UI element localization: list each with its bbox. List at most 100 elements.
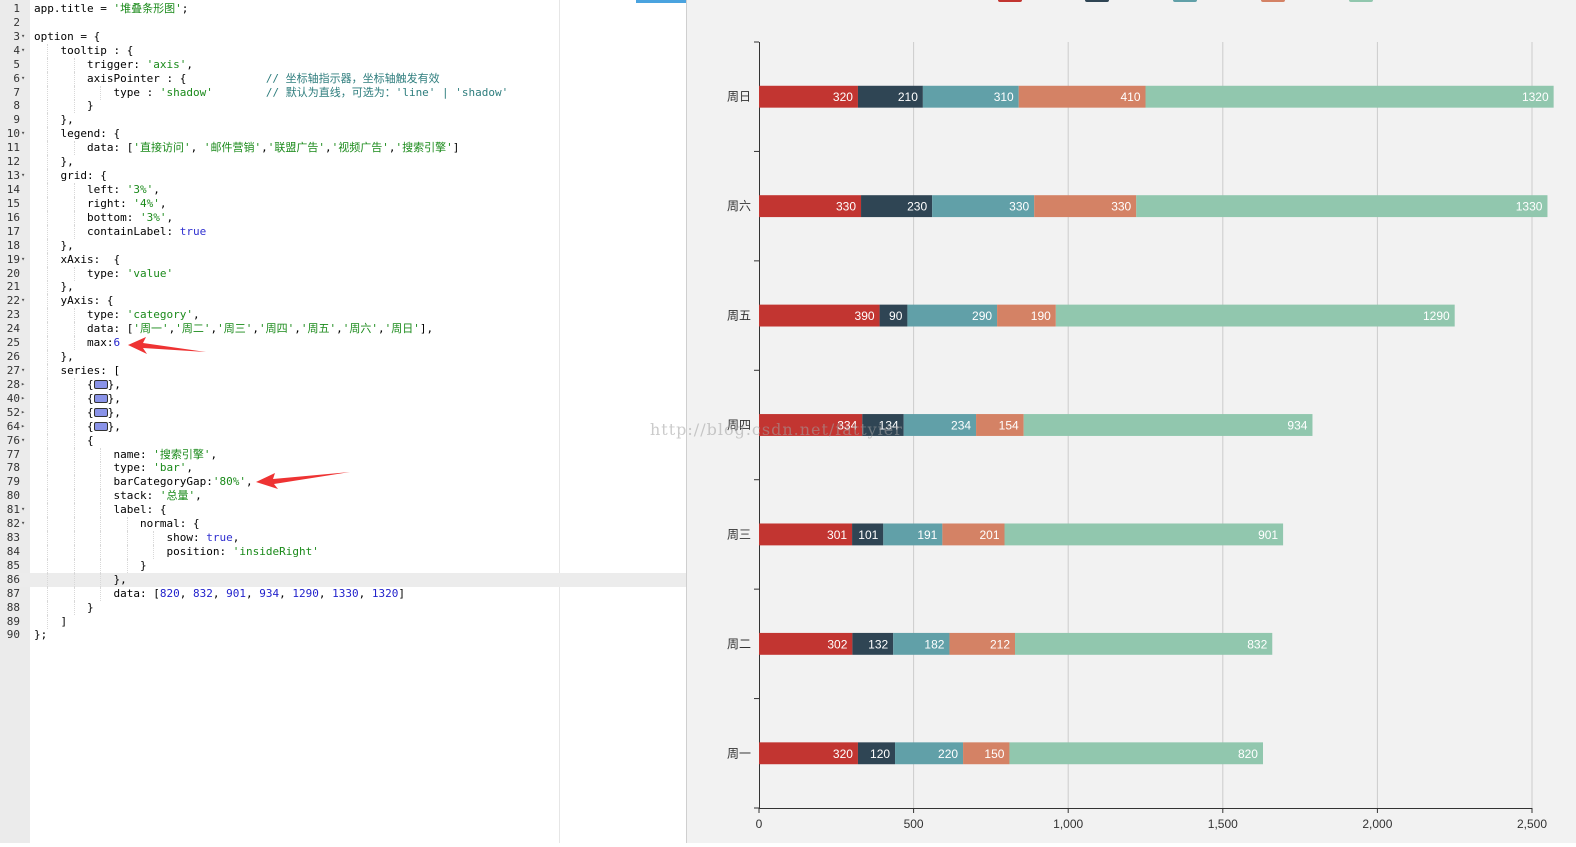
line-number: 78 (6, 461, 20, 475)
code-line[interactable]: 26}, (0, 350, 686, 365)
fold-collapse-icon[interactable]: ▾ (21, 365, 26, 374)
x-tick-label: 1,500 (1208, 817, 1238, 831)
code-line[interactable]: 80 stack: '总量', (0, 489, 686, 504)
code-line[interactable]: 78 type: 'bar', (0, 461, 686, 476)
code-line[interactable]: 1 app.title = '堆叠条形图'; (0, 2, 686, 16)
code-text: data: [820, 832, 901, 934, 1290, 1330, 1… (114, 587, 405, 601)
indent-guide (73, 503, 75, 518)
fold-expand-icon[interactable]: ▸ (21, 379, 26, 388)
indent-guide (153, 531, 155, 546)
code-line[interactable]: 28 ▸ {}, (0, 377, 686, 392)
code-token: barCategoryGap: (113, 475, 213, 489)
editor-scrollbar-thumb[interactable] (636, 0, 686, 3)
code-line[interactable]: 20 type: 'value' (0, 266, 686, 281)
code-line[interactable]: 84 position: 'insideRight' (0, 544, 686, 559)
fold-expand-icon[interactable]: ▸ (21, 393, 26, 402)
folded-block-widget[interactable] (93, 422, 108, 432)
fold-collapse-icon[interactable]: ▾ (21, 129, 26, 138)
code-line[interactable]: 76 ▾ { (0, 433, 686, 448)
code-line[interactable]: 82 ▾ normal: { (0, 517, 686, 532)
fold-collapse-icon[interactable]: ▾ (21, 505, 26, 514)
fold-collapse-icon[interactable]: ▾ (21, 296, 26, 305)
code-line[interactable]: 3 ▾ option = { (0, 30, 686, 44)
code-text: ] (61, 615, 68, 629)
fold-collapse-icon[interactable]: ▾ (21, 435, 26, 444)
code-line[interactable]: 85} (0, 558, 686, 573)
code-token: data: [ (113, 586, 160, 600)
folded-block-widget[interactable] (93, 380, 108, 390)
code-line[interactable]: 23 type: 'category', (0, 308, 686, 323)
code-token: containLabel: (87, 224, 180, 238)
code-line[interactable]: 12}, (0, 155, 686, 170)
line-number: 79 (6, 475, 20, 489)
bar-segment (942, 523, 1005, 546)
code-line[interactable]: 5 trigger: 'axis', (0, 57, 686, 72)
bar-segment (949, 632, 1016, 655)
code-line[interactable]: 83 show: true, (0, 531, 686, 546)
indent-guide (47, 238, 49, 253)
indent-guide (100, 447, 102, 462)
code-line[interactable]: 11 data: ['直接访问', '邮件营销','联盟广告','视频广告','搜… (0, 141, 686, 156)
bar-value-label: 210 (898, 90, 918, 104)
code-line[interactable]: 22 ▾ yAxis: { (0, 294, 686, 309)
fold-collapse-icon[interactable]: ▾ (21, 31, 26, 40)
code-line[interactable]: 88} (0, 600, 686, 615)
code-line[interactable]: 9}, (0, 113, 686, 128)
code-line[interactable]: 7 type : 'shadow' // 默认为直线，可选为：'line' | '… (0, 85, 686, 100)
fold-collapse-icon[interactable]: ▾ (21, 171, 26, 180)
code-line[interactable]: 79 barCategoryGap:'80%', (0, 475, 686, 490)
code-line[interactable]: 25 max:6 (0, 336, 686, 351)
code-line[interactable]: 27 ▾ series: [ (0, 363, 686, 378)
fold-expand-icon[interactable]: ▸ (21, 421, 26, 430)
code-token: , (192, 308, 200, 322)
folded-block-widget[interactable] (93, 394, 108, 404)
code-line[interactable]: 77 name: '搜索引擎', (0, 447, 686, 462)
code-line[interactable]: 17 containLabel: true (0, 224, 686, 239)
fold-expand-icon[interactable]: ▸ (21, 407, 26, 416)
code-line[interactable]: 24 data: ['周一','周二','周三','周四','周五','周六','… (0, 322, 686, 337)
code-line[interactable]: 13 ▾ grid: { (0, 169, 686, 184)
fold-collapse-icon[interactable]: ▾ (21, 45, 26, 54)
line-number: 81 (6, 503, 20, 517)
y-category-label: 周日 (727, 90, 751, 104)
indent-guide (47, 377, 49, 392)
code-line[interactable]: 15 right: '4%', (0, 196, 686, 211)
code-line[interactable]: 10 ▾ legend: { (0, 127, 686, 142)
code-line[interactable]: 18}, (0, 238, 686, 253)
code-content[interactable]: 1 app.title = '堆叠条形图'; 2 3 ▾ option = {4 ▾ tool… (0, 2, 686, 642)
code-line[interactable]: 87 data: [820, 832, 901, 934, 1290, 1330,… (0, 586, 686, 601)
code-line[interactable]: 64 ▸ {}, (0, 419, 686, 434)
code-line[interactable]: 40 ▸ {}, (0, 391, 686, 406)
fold-collapse-icon[interactable]: ▾ (21, 519, 26, 528)
line-number: 77 (6, 447, 20, 461)
code-line[interactable]: 19 ▾ xAxis: { (0, 252, 686, 267)
code-line[interactable]: 90}; (0, 628, 686, 642)
code-line[interactable]: 21}, (0, 280, 686, 295)
code-text: } (87, 99, 94, 113)
code-line[interactable]: 14 left: '3%', (0, 182, 686, 197)
indent-guide (73, 71, 75, 86)
fold-collapse-icon[interactable]: ▾ (21, 73, 26, 82)
bar-value-label: 230 (907, 200, 927, 214)
code-token: 1320 (371, 586, 399, 600)
code-line[interactable]: 89] (0, 614, 686, 629)
code-line[interactable]: 8} (0, 99, 686, 114)
bar-segment (922, 85, 1019, 108)
bar-value-label: 1330 (1516, 200, 1543, 214)
code-line[interactable]: 2 (0, 16, 686, 30)
indent-guide (73, 433, 75, 448)
indent-guide (73, 210, 75, 225)
folded-block-widget[interactable] (93, 408, 108, 418)
code-text: type: 'bar', (114, 461, 194, 475)
code-line[interactable]: 52 ▸ {}, (0, 405, 686, 420)
indent-guide (73, 182, 75, 197)
code-line[interactable]: 16 bottom: '3%', (0, 210, 686, 225)
code-line[interactable]: 86}, (0, 572, 686, 587)
code-line[interactable]: 81 ▾ label: { (0, 503, 686, 518)
indent-guide (73, 266, 75, 281)
code-editor[interactable]: 1 app.title = '堆叠条形图'; 2 3 ▾ option = {4 ▾ tool… (0, 0, 687, 843)
indent-guide (47, 475, 49, 490)
code-line[interactable]: 6 ▾ axisPointer : { // 坐标轴指示器，坐标轴触发有效 (0, 71, 686, 86)
fold-collapse-icon[interactable]: ▾ (21, 254, 26, 263)
code-line[interactable]: 4 ▾ tooltip : { (0, 43, 686, 58)
